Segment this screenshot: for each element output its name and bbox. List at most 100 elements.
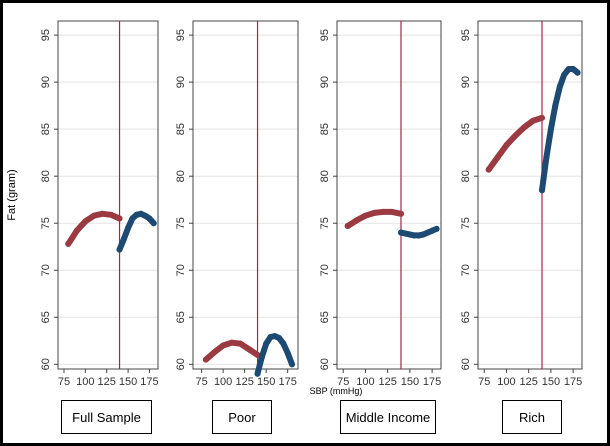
panel-3-point-below-3 — [371, 209, 378, 216]
panel-4-point-above-5 — [561, 71, 568, 78]
panel-2-ytick-label-85: 85 — [175, 123, 187, 135]
panel-3-xtick-label-75: 75 — [337, 376, 349, 388]
panel-2-point-below-1 — [211, 349, 218, 356]
panel-2-point-above-7 — [284, 350, 291, 357]
panel-2-point-below-5 — [245, 346, 252, 353]
panel-1-point-above-1 — [120, 236, 127, 243]
panel-2-point-above-8 — [288, 361, 295, 368]
panel-3-ytick-label-95: 95 — [319, 29, 331, 41]
panel-1-ytick-label-75: 75 — [40, 217, 52, 229]
panel-1-ytick-label-90: 90 — [40, 76, 52, 88]
panel-4-point-above-1 — [543, 154, 550, 161]
panel-2-ytick-label-90: 90 — [175, 76, 187, 88]
panel-4-point-below-6 — [539, 114, 545, 121]
panel-4-point-above-7 — [570, 65, 577, 72]
caption-poor-label: Poor — [228, 409, 256, 425]
panel-2-point-above-2 — [263, 340, 270, 347]
panel-1-ytick-label-80: 80 — [40, 170, 52, 182]
panel-3-point-below-6 — [398, 210, 404, 217]
panel-3-xtick-label-125: 125 — [378, 376, 396, 388]
panel-4-point-above-2 — [547, 126, 554, 133]
panel-4-point-below-3 — [512, 132, 519, 139]
panel-3-point-below-1 — [353, 217, 360, 224]
panel-1-ytick-label-60: 60 — [40, 358, 52, 370]
panel-3-ytick-label-60: 60 — [319, 358, 331, 370]
panel-3-point-below-4 — [380, 208, 387, 215]
panel-1-point-below-0 — [65, 240, 72, 247]
panel-4-ytick-label-95: 95 — [460, 29, 472, 41]
panel-1-xtick-label-175: 175 — [140, 376, 158, 388]
caption-rich: Rich — [502, 400, 562, 434]
panel-1-point-above-8 — [150, 220, 157, 227]
panel-2-point-above-5 — [276, 334, 283, 341]
panel-4-ytick-label-90: 90 — [460, 76, 472, 88]
panel-3-point-below-0 — [344, 223, 351, 230]
panel-1-point-above-3 — [129, 215, 136, 222]
panel-3-ytick-label-70: 70 — [319, 264, 331, 276]
panel-2-xtick-label-100: 100 — [214, 376, 232, 388]
panel-4-series-below — [485, 114, 545, 173]
panel-4-ytick-label-65: 65 — [460, 311, 472, 323]
panel-4-point-above-3 — [552, 102, 559, 109]
panel-1-ytick-label-95: 95 — [40, 29, 52, 41]
panel-2-point-below-2 — [220, 342, 227, 349]
y-axis-title: Fat (gram) — [6, 169, 18, 220]
panel-1-point-above-0 — [116, 246, 123, 253]
caption-middle-income-label: Middle Income — [345, 409, 431, 425]
panel-4-xtick-label-125: 125 — [519, 376, 537, 388]
panel-2-point-above-0 — [254, 370, 261, 377]
panel-2-ytick-label-75: 75 — [175, 217, 187, 229]
panel-1-point-below-4 — [99, 210, 106, 217]
panel-4-point-below-4 — [521, 124, 528, 131]
panel-4-point-above-6 — [565, 65, 572, 72]
panel-2-point-above-1 — [258, 353, 265, 360]
panel-3-point-above-3 — [411, 232, 418, 239]
panel-4-point-above-4 — [556, 83, 563, 90]
caption-rich-label: Rich — [518, 409, 545, 425]
panel-3-xtick-label-175: 175 — [423, 376, 441, 388]
chart: 60 65 70 75 80 85 90 95 75 100 125 150 175 60 65 70 75 80… — [6, 20, 583, 396]
panel-1-point-below-3 — [90, 212, 97, 219]
caption-middle-income: Middle Income — [340, 400, 436, 434]
figure-frame: 60 65 70 75 80 85 90 95 75 100 125 150 175 60 65 70 75 80… — [3, 3, 607, 443]
panel-2-ytick-label-80: 80 — [175, 170, 187, 182]
panel-2-ytick-label-65: 65 — [175, 311, 187, 323]
panel-4-xtick-label-150: 150 — [542, 376, 560, 388]
panel-3-point-below-5 — [389, 208, 396, 215]
panel-1-point-above-6 — [142, 212, 149, 219]
panel-1-ytick-label-65: 65 — [40, 311, 52, 323]
panel-4-xtick-label-100: 100 — [497, 376, 515, 388]
panel-2-plot-frame — [192, 20, 299, 370]
panel-3-ytick-label-90: 90 — [319, 76, 331, 88]
panel-2-xtick-label-175: 175 — [278, 376, 296, 388]
panel-4-point-above-8 — [574, 69, 581, 76]
panel-4-point-below-0 — [485, 166, 492, 173]
panel-1-point-above-7 — [146, 215, 153, 222]
panel-2-xtick-label-75: 75 — [195, 376, 207, 388]
panel-3-xtick-label-100: 100 — [356, 376, 374, 388]
panel-1-ytick-label-70: 70 — [40, 264, 52, 276]
panel-4-ytick-label-60: 60 — [460, 358, 472, 370]
panel-3-ytick-label-75: 75 — [319, 217, 331, 229]
panel-1-point-above-2 — [125, 224, 132, 231]
caption-poor: Poor — [212, 400, 272, 434]
caption-full-sample-label: Full Sample — [72, 409, 141, 425]
panel-2-point-below-3 — [228, 339, 235, 346]
panel-2-point-below-4 — [237, 340, 244, 347]
panel-1-point-below-5 — [107, 211, 114, 218]
panel-1-xtick-label-75: 75 — [58, 376, 70, 388]
panel-1-point-below-6 — [116, 215, 123, 222]
panel-3-ytick-label-85: 85 — [319, 123, 331, 135]
panel-4-xtick-label-75: 75 — [478, 376, 490, 388]
panel-4-point-above-0 — [539, 187, 545, 194]
panel-1-ytick-label-85: 85 — [40, 123, 52, 135]
panel-4-point-below-1 — [494, 154, 501, 161]
caption-full-sample: Full Sample — [61, 400, 152, 434]
panel-1-xtick-label-125: 125 — [98, 376, 116, 388]
panel-4-ytick-label-80: 80 — [460, 170, 472, 182]
panel-4-ytick-label-75: 75 — [460, 217, 472, 229]
panel-4-xtick-label-175: 175 — [564, 376, 582, 388]
panel-3-ytick-label-80: 80 — [319, 170, 331, 182]
panel-3-xtick-label-150: 150 — [401, 376, 419, 388]
panel-4-ytick-label-85: 85 — [460, 123, 472, 135]
